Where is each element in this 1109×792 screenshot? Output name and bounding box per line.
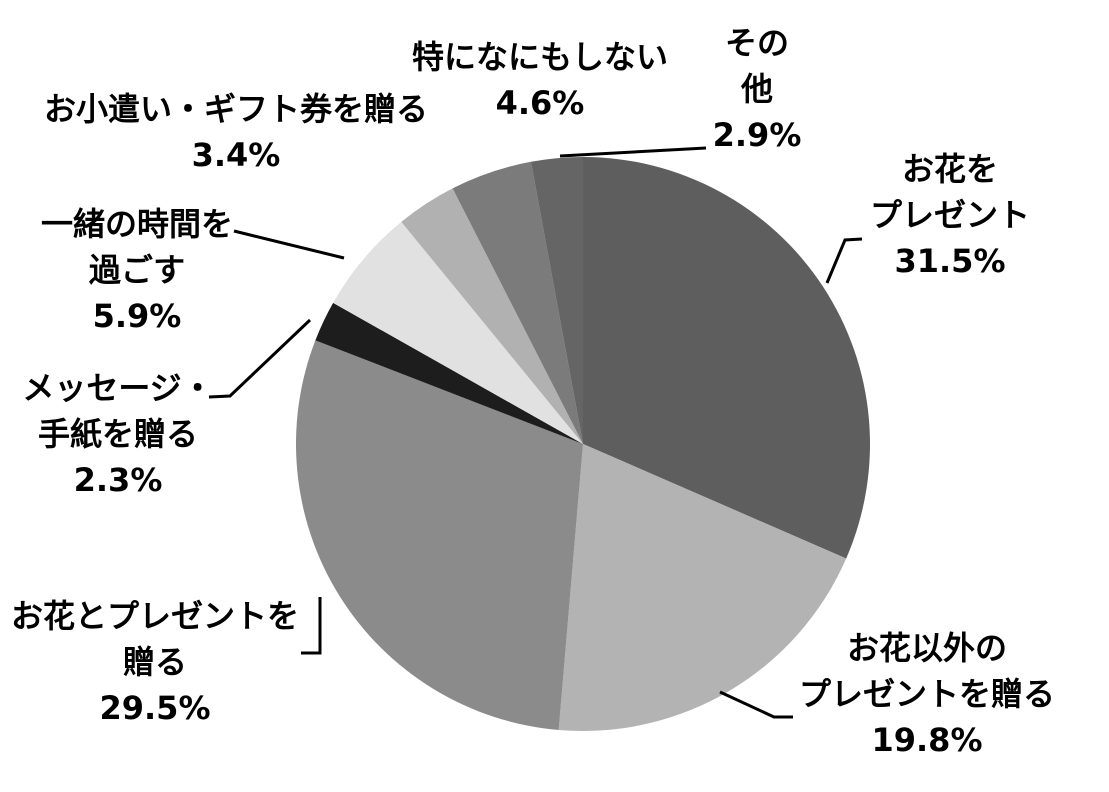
label-percent: 5.9% [92,297,182,335]
label-line: 手紙を贈る [37,415,198,453]
label-line: お花以外の [846,629,1008,667]
label-line: プレゼントを贈る [798,675,1056,713]
label-line: お小遣い・ギフト券を贈る [43,90,429,128]
label-percent: 3.4% [191,136,281,174]
pie-slice-7 [530,157,583,444]
label-percent: 4.6% [495,84,585,122]
leader-line-time-together [233,229,345,260]
pie-slice-5 [401,188,583,444]
leader-line-message-letter [208,318,312,399]
pie-slice-4 [333,221,583,444]
leader-line-flowers-present [825,237,863,284]
label-line: 特になにもしない [411,38,669,76]
label-flowers-and-present: お花とプレゼントを 贈る 29.5% [11,593,299,731]
label-line: メッセージ・ [22,369,214,407]
label-time-together: 一緒の時間を 過ごす 5.9% [41,201,233,339]
label-do-nothing: 特になにもしない 4.6% [412,34,668,126]
leader-line-non-flower-present [719,690,793,719]
label-percent: 31.5% [894,242,1006,280]
label-percent: 19.8% [871,721,983,759]
label-other: その 他 2.9% [713,20,802,158]
label-percent: 29.5% [99,689,211,727]
label-message-letter: メッセージ・ 手紙を贈る 2.3% [22,365,213,503]
leader-line-other [559,146,707,158]
leader-line-flowers-and-present [301,597,322,655]
label-line: 一緒の時間を [40,205,234,243]
pie-slice-6 [452,161,583,444]
pie-slice-3 [315,302,583,444]
label-non-flower-present: お花以外の プレゼントを贈る 19.8% [799,625,1055,763]
label-percent: 2.9% [712,116,802,154]
label-line: その [724,24,789,62]
pie-slice-0 [583,157,870,559]
label-line: プレゼント [869,196,1031,234]
pie-slices-group [295,157,870,732]
label-flowers-present: お花を プレゼント 31.5% [870,146,1030,284]
label-line: 他 [740,70,773,108]
label-line: お花とプレゼントを [10,597,300,635]
leader-lines-group [208,146,863,719]
label-line: 贈る [122,643,188,681]
label-allowance-gift-card: お小遣い・ギフト券を贈る 3.4% [44,86,428,178]
label-percent: 2.3% [73,461,163,499]
pie-slice-1 [558,444,847,732]
pie-slice-2 [295,340,583,730]
label-line: 過ごす [88,251,186,289]
label-line: お花を [901,150,999,188]
